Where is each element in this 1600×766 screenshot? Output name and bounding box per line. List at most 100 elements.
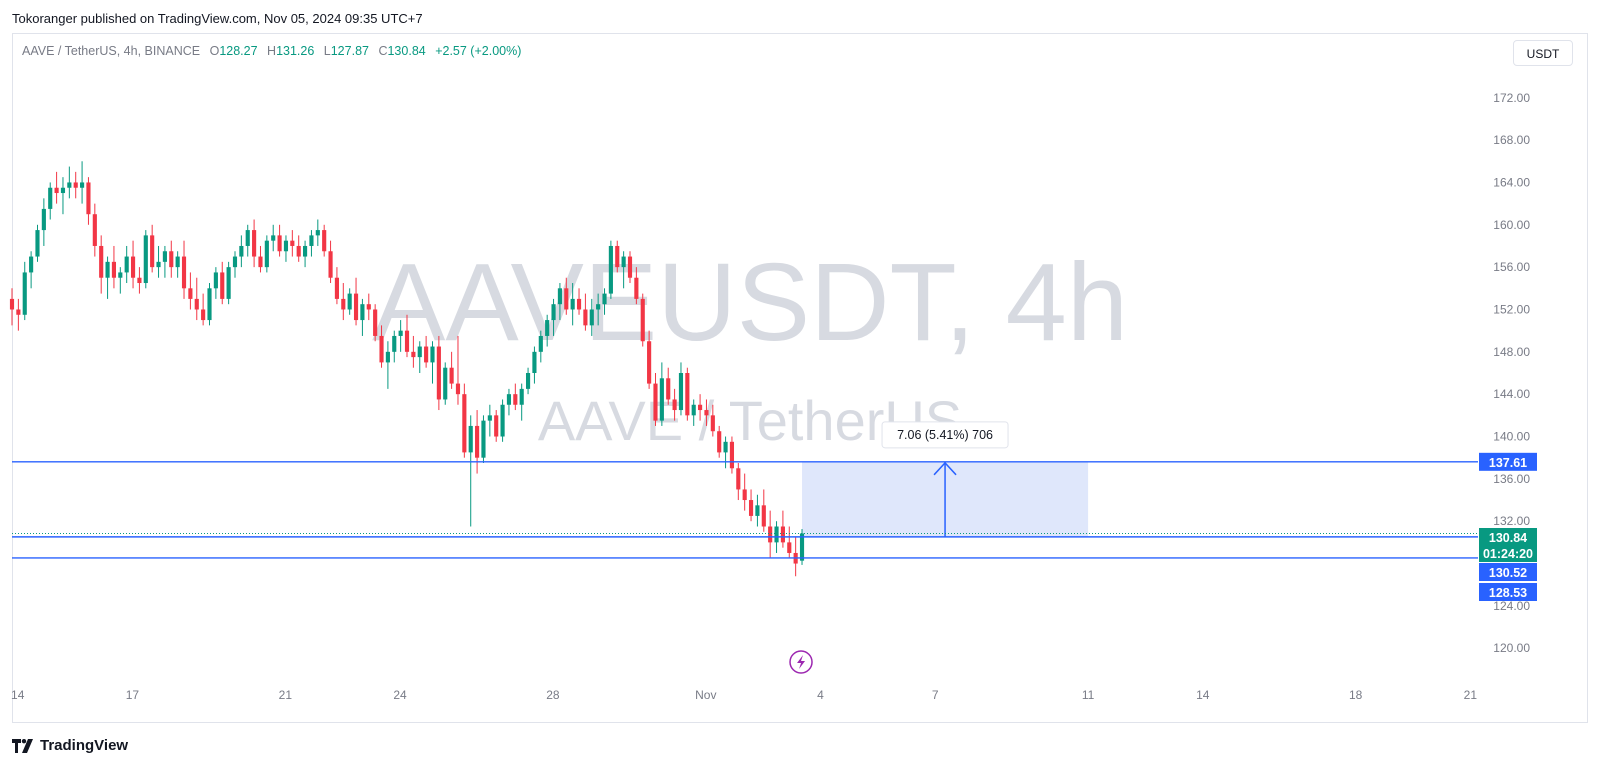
candle-body <box>226 267 231 299</box>
candle-body <box>780 526 785 543</box>
candle-body <box>366 304 371 310</box>
candle-body <box>787 542 792 553</box>
candle-body <box>596 304 601 310</box>
candle-body <box>277 235 282 252</box>
y-tick-label: 148.00 <box>1493 345 1530 359</box>
candle-body <box>353 293 359 321</box>
candle-body <box>111 261 117 278</box>
candle-body <box>513 394 518 405</box>
candle-body <box>602 293 607 305</box>
candle-body <box>634 277 639 299</box>
candle-body <box>538 335 543 352</box>
candle-body <box>105 261 110 278</box>
price-level-label-bg <box>1479 452 1537 471</box>
candle-body <box>589 309 594 326</box>
candle-body <box>264 240 269 268</box>
candle-body <box>449 367 454 384</box>
legend-low-label: L <box>323 44 331 58</box>
y-tick-label: 172.00 <box>1493 91 1530 105</box>
x-tick-label: 14 <box>1196 688 1210 702</box>
candle-body <box>424 346 429 363</box>
legend-symbol[interactable]: AAVE / TetherUS, 4h, BINANCE <box>22 44 201 58</box>
legend-close-label: C <box>378 44 388 58</box>
y-tick-label: 120.00 <box>1493 641 1530 655</box>
candle-body <box>220 272 225 299</box>
candle-body <box>73 182 78 188</box>
candle-body <box>564 288 569 310</box>
candle-body <box>207 288 212 321</box>
candle-body <box>678 373 684 411</box>
candle-body <box>475 425 480 458</box>
candle-body <box>156 261 161 268</box>
candle-body <box>672 399 677 411</box>
legend-high: 131.26 <box>276 44 315 58</box>
x-tick-label: 4 <box>817 688 824 702</box>
candle-body <box>169 251 174 268</box>
candle-body <box>608 245 613 294</box>
legend-open: 128.27 <box>219 44 258 58</box>
price-level-label-bg <box>1479 563 1537 581</box>
candle-body <box>86 182 91 215</box>
price-level-label-bg <box>1479 583 1537 601</box>
y-tick-label: 168.00 <box>1493 133 1530 147</box>
candle-body <box>315 230 320 236</box>
legend-high-label: H <box>267 44 277 58</box>
candle-body <box>468 425 473 453</box>
last-price-label: 01:24:20 <box>1483 547 1533 561</box>
candle-body <box>774 526 779 543</box>
candle-body <box>213 272 218 289</box>
candle-body <box>322 230 327 252</box>
candle-body <box>290 240 295 246</box>
x-tick-label: 24 <box>393 688 407 702</box>
candle-body <box>640 298 645 342</box>
chart-frame <box>12 33 1588 723</box>
candle-body <box>67 182 72 188</box>
candle-body <box>755 505 760 516</box>
legend-low: 127.87 <box>330 44 369 58</box>
candle-body <box>379 335 384 363</box>
y-tick-label: 124.00 <box>1493 599 1530 613</box>
candle-body <box>500 404 505 437</box>
candle-body <box>188 288 193 299</box>
y-tick-label: 132.00 <box>1493 514 1530 528</box>
candle-body <box>519 388 524 405</box>
tradingview-icon <box>12 738 33 753</box>
candle-body <box>487 415 492 421</box>
currency-button[interactable]: USDT <box>1513 40 1573 66</box>
candle-body <box>385 351 390 363</box>
candle-body <box>748 500 754 516</box>
candle-body <box>768 526 773 543</box>
candle-body <box>557 288 562 305</box>
candle-body <box>761 505 766 527</box>
candle-body <box>41 208 46 231</box>
legend-close: 130.84 <box>387 44 426 58</box>
candle-body <box>60 187 66 194</box>
candle-body <box>430 346 435 363</box>
candle-body <box>48 187 53 209</box>
tradingview-logo[interactable]: TradingView <box>12 737 128 754</box>
candle-body <box>742 489 747 501</box>
measure-arrow-head <box>933 461 957 476</box>
candle-body <box>583 309 588 326</box>
candle-body <box>347 293 352 310</box>
y-tick-label: 140.00 <box>1493 430 1530 444</box>
candle-body <box>462 394 467 453</box>
candle-body <box>99 245 104 278</box>
candle-body <box>22 272 27 315</box>
candle-body <box>710 415 715 432</box>
y-tick-label: 160.00 <box>1493 218 1530 232</box>
y-tick-label: 136.00 <box>1493 472 1530 486</box>
candle-body <box>436 346 441 400</box>
price-level-label: 130.52 <box>1489 566 1527 580</box>
candle-body <box>150 235 155 268</box>
candle-body <box>181 256 187 289</box>
candle-body <box>698 404 703 411</box>
candle-body <box>137 277 142 284</box>
candle-body <box>283 240 289 252</box>
candle-body <box>309 235 314 246</box>
x-tick-label: 11 <box>1082 688 1095 702</box>
x-tick-label: 17 <box>126 688 140 702</box>
candle-body <box>455 383 461 395</box>
candle-body <box>303 245 308 257</box>
